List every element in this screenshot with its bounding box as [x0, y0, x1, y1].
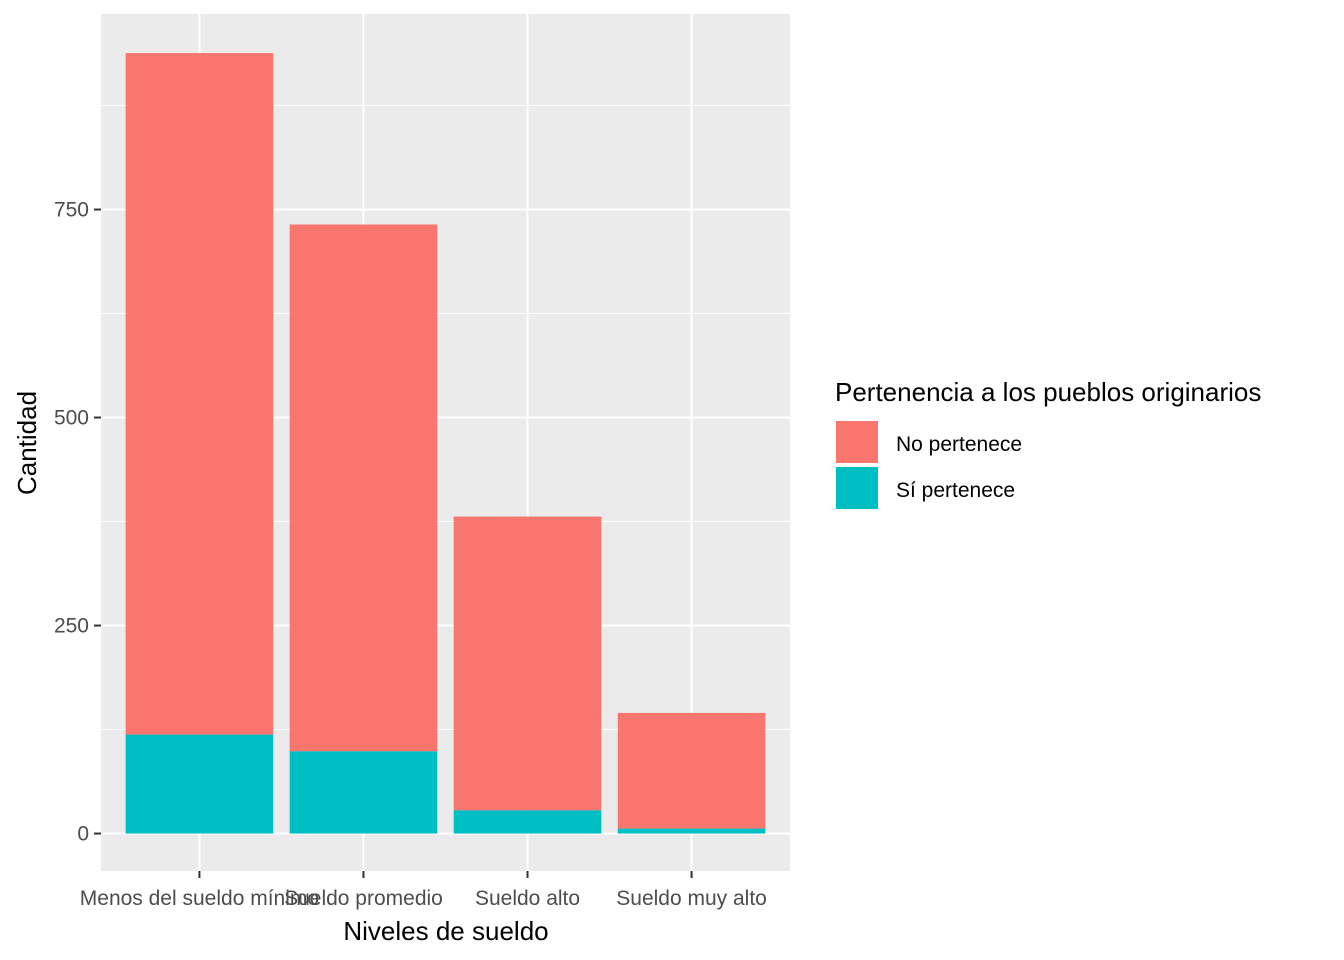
- bars: [125, 53, 766, 834]
- x-tick-label: Sueldo alto: [475, 887, 580, 910]
- legend-key-no-pertenece: [834, 419, 880, 465]
- y-tick-label: 0: [77, 823, 89, 846]
- y-tick-label: 750: [54, 199, 89, 222]
- bar-segment: [289, 751, 438, 834]
- y-tick-label: 500: [54, 407, 89, 430]
- bar-segment: [617, 828, 766, 834]
- legend-label-si-pertenece: Sí pertenece: [896, 479, 1015, 502]
- legend-title: Pertenencia a los pueblos originarios: [835, 377, 1261, 407]
- y-tick-label: 250: [54, 615, 89, 638]
- bar-segment: [125, 53, 274, 735]
- x-tick-label: Sueldo muy alto: [616, 887, 767, 910]
- x-tick-label: Menos del sueldo mínimo: [80, 887, 319, 910]
- bar-segment: [453, 516, 602, 811]
- x-axis-title: Niveles de sueldo: [343, 916, 548, 946]
- legend-key-si-pertenece: [834, 465, 880, 511]
- legend: Pertenencia a los pueblos originarios No…: [834, 377, 1261, 511]
- bar-segment: [125, 734, 274, 834]
- y-axis-title: Cantidad: [12, 391, 42, 495]
- bar-segment: [453, 810, 602, 834]
- legend-label-no-pertenece: No pertenece: [896, 433, 1022, 456]
- x-tick-label: Sueldo promedio: [284, 887, 443, 910]
- y-axis: 0 250 500 750: [54, 199, 101, 846]
- bar-segment: [289, 224, 438, 752]
- bar-segment: [617, 712, 766, 829]
